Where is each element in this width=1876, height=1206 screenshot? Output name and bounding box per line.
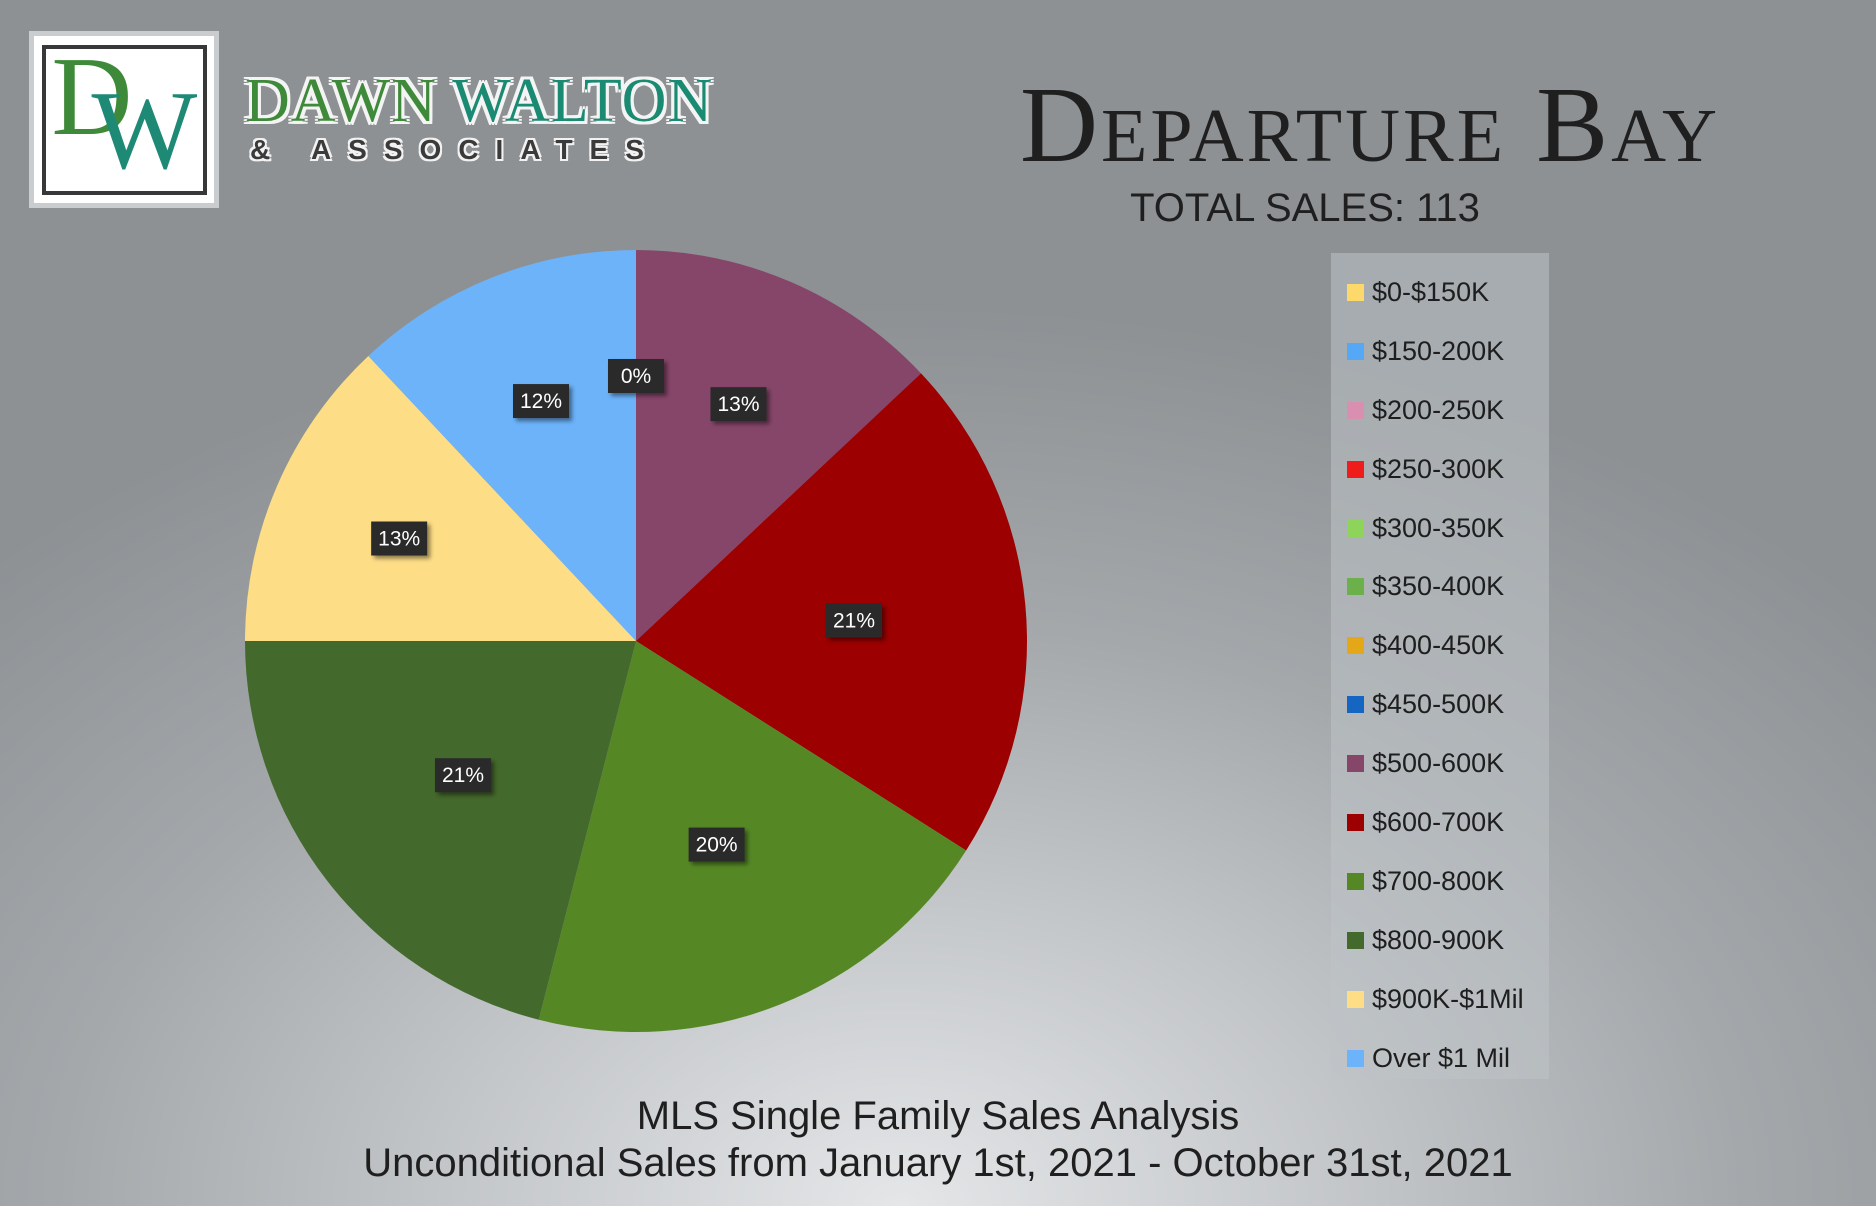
legend-item-900k-1mil: $900K-$1Mil: [1331, 970, 1549, 1029]
legend-item-800-900k: $800-900K: [1331, 911, 1549, 970]
legend-label: $400-450K: [1372, 630, 1505, 661]
slice-label-700-800k-text: 20%: [696, 834, 738, 857]
legend-label: $200-250K: [1372, 394, 1505, 425]
legend-swatch: [1347, 1049, 1364, 1067]
slice-label-zero: 0%: [608, 359, 664, 393]
legend-swatch: [1347, 696, 1364, 714]
pie-slice-700-800k: [538, 641, 967, 1033]
legend-item-250-300k: $250-300K: [1331, 440, 1549, 499]
slice-label-500-600k-box: [710, 387, 767, 422]
legend-swatch: [1347, 578, 1364, 596]
slice-label-over-1-mil-text: 12%: [520, 390, 562, 413]
legend-swatch: [1347, 519, 1364, 537]
legend-item-0-150k: $0-$150K: [1331, 263, 1549, 322]
legend-label: $250-300K: [1372, 453, 1505, 484]
legend-swatch: [1347, 460, 1364, 478]
logo-letter-w: W: [91, 68, 198, 193]
legend-label: $600-700K: [1372, 806, 1505, 837]
legend-label: $0-$150K: [1372, 276, 1490, 307]
legend-swatch: [1347, 990, 1364, 1008]
slice-label-900k-1mil: 13%: [371, 521, 428, 556]
brand-first-name: DAWN: [245, 67, 437, 135]
legend-item-350-400k: $350-400K: [1331, 557, 1549, 616]
chart-title: Departure Bay: [1020, 66, 1720, 185]
legend-item-700-800k: $700-800K: [1331, 852, 1549, 911]
pie-slice-800-900k: [245, 641, 636, 1020]
brand-last-name: WALTON: [452, 67, 714, 135]
chart-subtitle: TOTAL SALES: 113: [1130, 186, 1480, 230]
legend-item-600-700k: $600-700K: [1331, 793, 1549, 852]
chart-legend: $0-$150K $150-200K $200-250K $250-300K $300-…: [1331, 253, 1549, 1079]
brand-subtitle: & ASSOCIATES: [250, 134, 661, 165]
legend-label: $300-350K: [1372, 512, 1505, 543]
slice-label-800-900k-box: [434, 758, 491, 793]
legend-swatch: [1347, 755, 1364, 773]
footer-date-range: Unconditional Sales from January 1st, 20…: [363, 1141, 1513, 1185]
slice-label-800-900k-text: 21%: [442, 764, 484, 787]
slice-label-700-800k: 20%: [688, 827, 745, 862]
legend-label: $700-800K: [1372, 865, 1505, 896]
legend-label: Over $1 Mil: [1372, 1042, 1511, 1073]
slice-label-700-800k-box: [688, 827, 745, 862]
slice-label-over-1-mil-box: [513, 384, 570, 419]
slice-label-900k-1mil-text: 13%: [378, 528, 420, 551]
legend-item-over-1-mil: Over $1 Mil: [1331, 1029, 1549, 1088]
logo-letter-d: D: [51, 44, 133, 159]
slice-label-zero-text: 0%: [621, 365, 651, 388]
pie-slice-500-600k: [636, 250, 922, 641]
legend-swatch: [1347, 283, 1364, 301]
legend-item-300-350k: $300-350K: [1331, 499, 1549, 558]
legend-label: $150-200K: [1372, 335, 1505, 366]
pie-slice-900k-1mil: [245, 355, 636, 641]
slice-label-zero-box: [608, 359, 664, 393]
slice-label-600-700k-box: [825, 603, 882, 638]
legend-swatch: [1347, 637, 1364, 655]
legend-item-200-250k: $200-250K: [1331, 381, 1549, 440]
pie-slice-over-1-mil: [368, 250, 636, 641]
legend-swatch: [1347, 813, 1364, 831]
legend-item-450-500k: $450-500K: [1331, 675, 1549, 734]
legend-swatch: [1347, 342, 1364, 360]
slice-label-500-600k-text: 13%: [717, 393, 759, 416]
logo-monogram: D W: [41, 44, 207, 195]
legend-label: $450-500K: [1372, 689, 1505, 720]
legend-swatch: [1347, 931, 1364, 949]
legend-item-400-450k: $400-450K: [1331, 616, 1549, 675]
logo: D W: [29, 31, 219, 208]
legend-label: $800-900K: [1372, 924, 1505, 955]
slice-label-600-700k-text: 21%: [833, 609, 875, 632]
slice-label-800-900k: 21%: [434, 758, 491, 793]
footer-title: MLS Single Family Sales Analysis: [636, 1094, 1240, 1138]
legend-swatch: [1347, 401, 1364, 419]
legend-label: $350-400K: [1372, 571, 1505, 602]
slice-label-600-700k: 21%: [825, 603, 882, 638]
legend-label: $500-600K: [1372, 748, 1505, 779]
slice-label-500-600k: 13%: [710, 387, 767, 422]
legend-swatch: [1347, 872, 1364, 890]
legend-item-150-200k: $150-200K: [1331, 322, 1549, 381]
slice-label-over-1-mil: 12%: [513, 384, 570, 419]
legend-item-500-600k: $500-600K: [1331, 734, 1549, 793]
slice-label-900k-1mil-box: [371, 521, 428, 556]
brand-name: DAWN WALTON: [245, 70, 713, 132]
legend-label: $900K-$1Mil: [1372, 983, 1524, 1014]
